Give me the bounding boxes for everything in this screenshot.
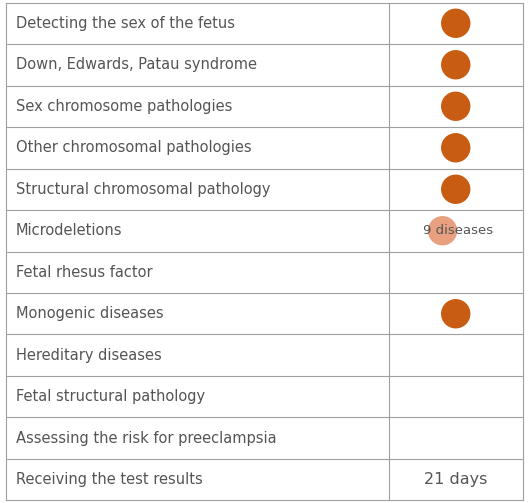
Text: Other chromosomal pathologies: Other chromosomal pathologies bbox=[16, 140, 251, 155]
Text: 9 diseases: 9 diseases bbox=[423, 224, 494, 237]
Ellipse shape bbox=[442, 134, 470, 162]
Ellipse shape bbox=[428, 217, 457, 245]
Text: Assessing the risk for preeclampsia: Assessing the risk for preeclampsia bbox=[16, 431, 277, 446]
Ellipse shape bbox=[442, 9, 470, 37]
Text: Receiving the test results: Receiving the test results bbox=[16, 472, 203, 487]
Text: 21 days: 21 days bbox=[424, 472, 487, 487]
Text: Detecting the sex of the fetus: Detecting the sex of the fetus bbox=[16, 16, 235, 31]
Text: Hereditary diseases: Hereditary diseases bbox=[16, 348, 162, 363]
Text: Monogenic diseases: Monogenic diseases bbox=[16, 306, 163, 321]
Text: Structural chromosomal pathology: Structural chromosomal pathology bbox=[16, 182, 270, 197]
Ellipse shape bbox=[442, 175, 470, 203]
Ellipse shape bbox=[442, 300, 470, 328]
Text: Microdeletions: Microdeletions bbox=[16, 223, 122, 238]
Text: Down, Edwards, Patau syndrome: Down, Edwards, Patau syndrome bbox=[16, 57, 257, 72]
Text: Fetal structural pathology: Fetal structural pathology bbox=[16, 389, 205, 404]
Text: Sex chromosome pathologies: Sex chromosome pathologies bbox=[16, 99, 232, 114]
Ellipse shape bbox=[442, 92, 470, 120]
Text: Fetal rhesus factor: Fetal rhesus factor bbox=[16, 265, 152, 280]
Ellipse shape bbox=[442, 51, 470, 79]
